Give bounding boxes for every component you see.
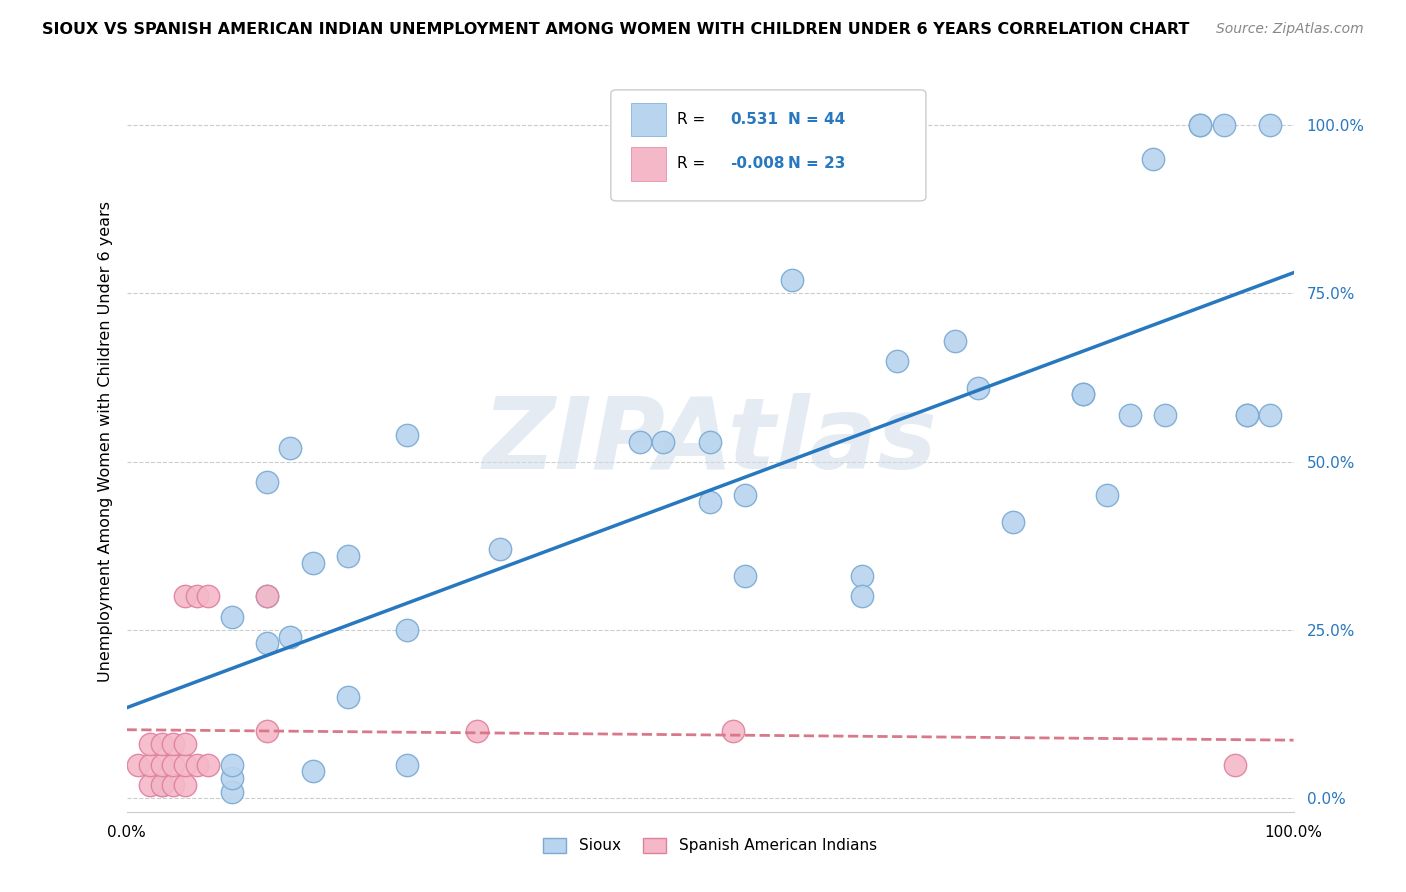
Point xyxy=(1119,408,1142,422)
Point xyxy=(150,738,173,752)
Point xyxy=(628,434,651,449)
Point xyxy=(1154,408,1177,422)
Point xyxy=(174,590,197,604)
Point xyxy=(465,723,488,738)
Point xyxy=(221,784,243,798)
Point xyxy=(1142,152,1164,166)
Point xyxy=(174,757,197,772)
Point xyxy=(699,495,721,509)
Text: SIOUX VS SPANISH AMERICAN INDIAN UNEMPLOYMENT AMONG WOMEN WITH CHILDREN UNDER 6 : SIOUX VS SPANISH AMERICAN INDIAN UNEMPLO… xyxy=(42,22,1189,37)
Point xyxy=(1258,408,1281,422)
Point xyxy=(256,590,278,604)
Point xyxy=(337,690,360,705)
Text: 0.531: 0.531 xyxy=(730,112,778,127)
Point xyxy=(139,738,162,752)
Point xyxy=(489,542,512,557)
Text: N = 44: N = 44 xyxy=(789,112,845,127)
Point xyxy=(162,757,184,772)
Point xyxy=(221,609,243,624)
Point xyxy=(256,475,278,489)
FancyBboxPatch shape xyxy=(631,147,665,180)
Point xyxy=(652,434,675,449)
Point xyxy=(256,590,278,604)
FancyBboxPatch shape xyxy=(631,103,665,136)
FancyBboxPatch shape xyxy=(610,90,927,201)
Y-axis label: Unemployment Among Women with Children Under 6 years: Unemployment Among Women with Children U… xyxy=(97,201,112,682)
Legend: Sioux, Spanish American Indians: Sioux, Spanish American Indians xyxy=(537,831,883,860)
Point xyxy=(1223,757,1246,772)
Point xyxy=(256,636,278,650)
Point xyxy=(150,778,173,792)
Text: Source: ZipAtlas.com: Source: ZipAtlas.com xyxy=(1216,22,1364,37)
Point xyxy=(734,488,756,502)
Point xyxy=(851,569,873,583)
Point xyxy=(943,334,966,348)
Point xyxy=(886,353,908,368)
Point xyxy=(139,757,162,772)
Point xyxy=(186,757,208,772)
Point xyxy=(197,590,219,604)
Text: ZIPAtlas: ZIPAtlas xyxy=(482,393,938,490)
Point xyxy=(174,778,197,792)
Point xyxy=(150,757,173,772)
Point xyxy=(337,549,360,563)
Point xyxy=(186,590,208,604)
Point xyxy=(162,778,184,792)
Point xyxy=(221,771,243,785)
Point xyxy=(1095,488,1118,502)
Point xyxy=(197,757,219,772)
Point xyxy=(723,723,745,738)
Point xyxy=(139,778,162,792)
Point xyxy=(278,630,301,644)
Point xyxy=(395,757,418,772)
Point xyxy=(174,738,197,752)
Point xyxy=(1236,408,1258,422)
Point xyxy=(1002,516,1025,530)
Point xyxy=(1073,387,1095,401)
Point xyxy=(1073,387,1095,401)
Point xyxy=(780,273,803,287)
Point xyxy=(278,442,301,456)
Point xyxy=(1189,118,1212,132)
Point xyxy=(150,778,173,792)
Point xyxy=(162,738,184,752)
Point xyxy=(302,556,325,570)
Point xyxy=(967,381,990,395)
Text: -0.008: -0.008 xyxy=(730,156,785,171)
Point xyxy=(1212,118,1234,132)
Point xyxy=(851,590,873,604)
Text: R =: R = xyxy=(678,156,706,171)
Text: N = 23: N = 23 xyxy=(789,156,845,171)
Point xyxy=(1258,118,1281,132)
Point xyxy=(1236,408,1258,422)
Point xyxy=(256,723,278,738)
Point xyxy=(127,757,149,772)
Point xyxy=(395,427,418,442)
Point xyxy=(221,757,243,772)
Point xyxy=(1189,118,1212,132)
Point xyxy=(302,764,325,779)
Text: R =: R = xyxy=(678,112,706,127)
Point xyxy=(395,623,418,637)
Point xyxy=(734,569,756,583)
Point xyxy=(699,434,721,449)
